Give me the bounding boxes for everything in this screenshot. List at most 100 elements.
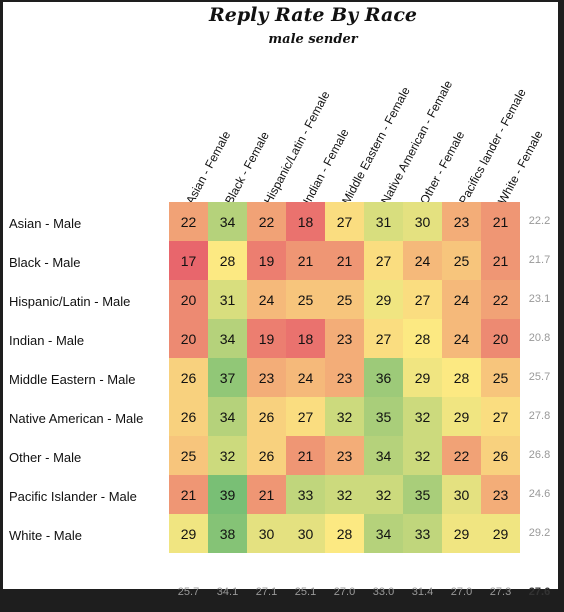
heatmap-cell: 32: [364, 475, 403, 514]
column-average: 34.1: [216, 586, 239, 598]
heatmap-cell: 27: [481, 397, 520, 436]
heatmap-cell: 36: [364, 358, 403, 397]
heatmap-cell: 26: [481, 436, 520, 475]
column-average: 27.0: [333, 586, 356, 598]
heatmap-cell: 23: [325, 436, 364, 475]
heatmap-cell: 19: [247, 241, 286, 280]
column-average: 27.0: [450, 586, 473, 598]
row-average: 23.1: [528, 293, 551, 305]
heatmap-cell: 26: [247, 397, 286, 436]
heatmap-cell: 21: [286, 241, 325, 280]
column-average: 27.1: [255, 586, 278, 598]
row-average: 24.6: [528, 488, 551, 500]
heatmap-cell: 27: [286, 397, 325, 436]
column-average: 27.3: [489, 586, 512, 598]
heatmap-cell: 29: [364, 280, 403, 319]
column-average: 31.4: [411, 586, 434, 598]
heatmap-cell: 21: [325, 241, 364, 280]
heatmap-cell: 28: [325, 514, 364, 553]
column-label: Pacifics lander - Female: [456, 86, 529, 207]
heatmap-cell: 28: [442, 358, 481, 397]
row-average: 22.2: [528, 215, 551, 227]
heatmap-cell: 29: [403, 358, 442, 397]
heatmap-cell: 27: [325, 202, 364, 241]
column-average: 25.1: [294, 586, 317, 598]
row-label: Native American - Male: [9, 411, 144, 426]
heatmap-cell: 24: [286, 358, 325, 397]
heatmap-cell: 23: [442, 202, 481, 241]
row-label: Middle Eastern - Male: [9, 372, 136, 387]
heatmap-cell: 29: [481, 514, 520, 553]
heatmap-cell: 25: [325, 280, 364, 319]
heatmap-cell: 22: [481, 280, 520, 319]
heatmap-cell: 20: [169, 280, 208, 319]
row-average: 26.8: [528, 449, 551, 461]
heatmap-cell: 21: [286, 436, 325, 475]
heatmap-cell: 22: [247, 202, 286, 241]
heatmap-cell: 23: [325, 319, 364, 358]
heatmap-cell: 19: [247, 319, 286, 358]
heatmap-cell: 32: [403, 397, 442, 436]
heatmap-cell: 35: [364, 397, 403, 436]
row-label: Asian - Male: [9, 216, 82, 231]
heatmap-cell: 27: [364, 241, 403, 280]
heatmap-cell: 25: [481, 358, 520, 397]
heatmap-cell: 35: [403, 475, 442, 514]
heatmap-cell: 30: [442, 475, 481, 514]
heatmap-cell: 34: [364, 514, 403, 553]
heatmap-cell: 24: [403, 241, 442, 280]
grand-average: 27.6: [528, 586, 551, 598]
heatmap-cell: 29: [442, 397, 481, 436]
row-label: Hispanic/Latin - Male: [9, 294, 131, 309]
heatmap-cell: 20: [169, 319, 208, 358]
row-label: Other - Male: [9, 450, 82, 465]
row-label: Black - Male: [9, 255, 81, 270]
heatmap-cell: 26: [169, 397, 208, 436]
heatmap-cell: 18: [286, 202, 325, 241]
heatmap-cell: 21: [481, 202, 520, 241]
heatmap-cell: 21: [481, 241, 520, 280]
row-label: White - Male: [9, 528, 82, 543]
heatmap-cell: 34: [208, 397, 247, 436]
heatmap-cell: 28: [208, 241, 247, 280]
heatmap-cell: 25: [442, 241, 481, 280]
heatmap-cell: 27: [403, 280, 442, 319]
heatmap-cell: 18: [286, 319, 325, 358]
heatmap-cell: 30: [403, 202, 442, 241]
heatmap-cell: 32: [208, 436, 247, 475]
row-label: Pacific Islander - Male: [9, 489, 137, 504]
heatmap-cell: 23: [247, 358, 286, 397]
row-average: 20.8: [528, 332, 551, 344]
heatmap-cell: 22: [169, 202, 208, 241]
heatmap-cell: 23: [481, 475, 520, 514]
column-average: 25.7: [177, 586, 200, 598]
row-label: Indian - Male: [9, 333, 85, 348]
heatmap-cell: 34: [208, 202, 247, 241]
heatmap-cell: 23: [325, 358, 364, 397]
column-average: 33.0: [372, 586, 395, 598]
chart-subtitle: male sender: [268, 32, 358, 47]
heatmap-cell: 33: [403, 514, 442, 553]
row-average: 21.7: [528, 254, 551, 266]
heatmap-cell: 29: [442, 514, 481, 553]
heatmap-cell: 17: [169, 241, 208, 280]
heatmap-cell: 26: [169, 358, 208, 397]
heatmap-cell: 24: [247, 280, 286, 319]
heatmap-cell: 32: [403, 436, 442, 475]
heatmap-cell: 33: [286, 475, 325, 514]
heatmap-cell: 20: [481, 319, 520, 358]
heatmap-cell: 21: [247, 475, 286, 514]
heatmap-cell: 31: [208, 280, 247, 319]
column-label: Hispanic/Latin - Female: [261, 88, 333, 207]
heatmap-cell: 34: [208, 319, 247, 358]
row-average: 27.8: [528, 410, 551, 422]
row-average: 25.7: [528, 371, 551, 383]
heatmap-cell: 30: [247, 514, 286, 553]
column-label: Native American - Female: [378, 78, 456, 207]
heatmap-cell: 21: [169, 475, 208, 514]
heatmap-cell: 25: [169, 436, 208, 475]
heatmap-cell: 22: [442, 436, 481, 475]
heatmap-cell: 24: [442, 280, 481, 319]
heatmap-cell: 39: [208, 475, 247, 514]
heatmap-cell: 37: [208, 358, 247, 397]
